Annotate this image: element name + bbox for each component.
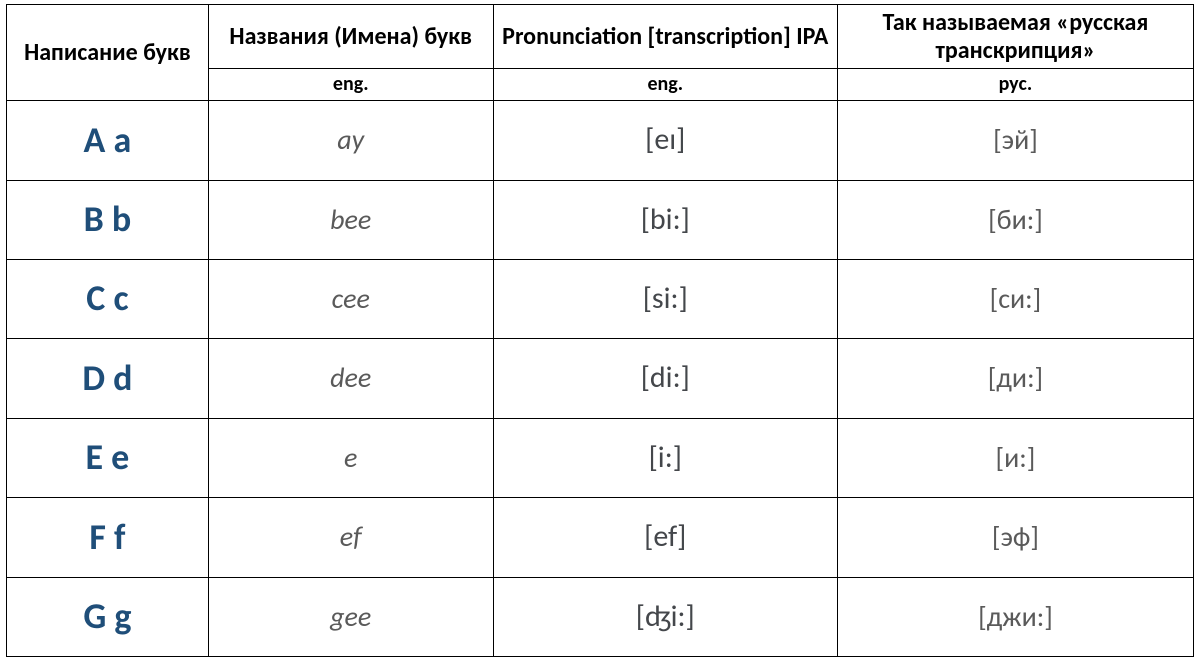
cell-rus: [си:] <box>837 259 1193 338</box>
cell-letters: D d <box>7 339 209 418</box>
cell-letters: E e <box>7 418 209 497</box>
table-row: E e e [i:] [и:] <box>7 418 1194 497</box>
cell-letters: A a <box>7 101 209 180</box>
cell-ipa: [bi:] <box>493 180 837 259</box>
col-header-rus: Так называемая «русская транскрипция» <box>837 5 1193 69</box>
cell-letters: G g <box>7 577 209 656</box>
table-row: G g gee [ʤi:] [джи:] <box>7 577 1194 656</box>
table-row: F f ef [ef] [эф] <box>7 498 1194 577</box>
col-subheader-ipa: eng. <box>493 69 837 101</box>
cell-ipa: [ef] <box>493 498 837 577</box>
cell-name: bee <box>208 180 493 259</box>
col-header-names: Названия (Имена) букв <box>208 5 493 69</box>
cell-ipa: [eɪ] <box>493 101 837 180</box>
cell-name: dee <box>208 339 493 418</box>
cell-rus: [эй] <box>837 101 1193 180</box>
col-subheader-names: eng. <box>208 69 493 101</box>
cell-ipa: [ʤi:] <box>493 577 837 656</box>
cell-name: gee <box>208 577 493 656</box>
cell-name: ay <box>208 101 493 180</box>
cell-name: e <box>208 418 493 497</box>
col-subheader-rus: рус. <box>837 69 1193 101</box>
cell-name: cee <box>208 259 493 338</box>
cell-rus: [эф] <box>837 498 1193 577</box>
cell-letters: B b <box>7 180 209 259</box>
cell-name: ef <box>208 498 493 577</box>
cell-rus: [джи:] <box>837 577 1193 656</box>
col-header-letters: Написание букв <box>7 5 209 101</box>
table-row: B b bee [bi:] [би:] <box>7 180 1194 259</box>
cell-rus: [ди:] <box>837 339 1193 418</box>
cell-letters: F f <box>7 498 209 577</box>
table-row: D d dee [di:] [ди:] <box>7 339 1194 418</box>
alphabet-table: Написание букв Названия (Имена) букв Pro… <box>6 4 1194 657</box>
cell-letters: C c <box>7 259 209 338</box>
table-row: A a ay [eɪ] [эй] <box>7 101 1194 180</box>
table-header-row-1: Написание букв Названия (Имена) букв Pro… <box>7 5 1194 69</box>
cell-rus: [и:] <box>837 418 1193 497</box>
cell-ipa: [i:] <box>493 418 837 497</box>
cell-ipa: [si:] <box>493 259 837 338</box>
cell-ipa: [di:] <box>493 339 837 418</box>
col-header-ipa: Pronunciation [transcription] IPA <box>493 5 837 69</box>
table-row: C c cee [si:] [си:] <box>7 259 1194 338</box>
cell-rus: [би:] <box>837 180 1193 259</box>
